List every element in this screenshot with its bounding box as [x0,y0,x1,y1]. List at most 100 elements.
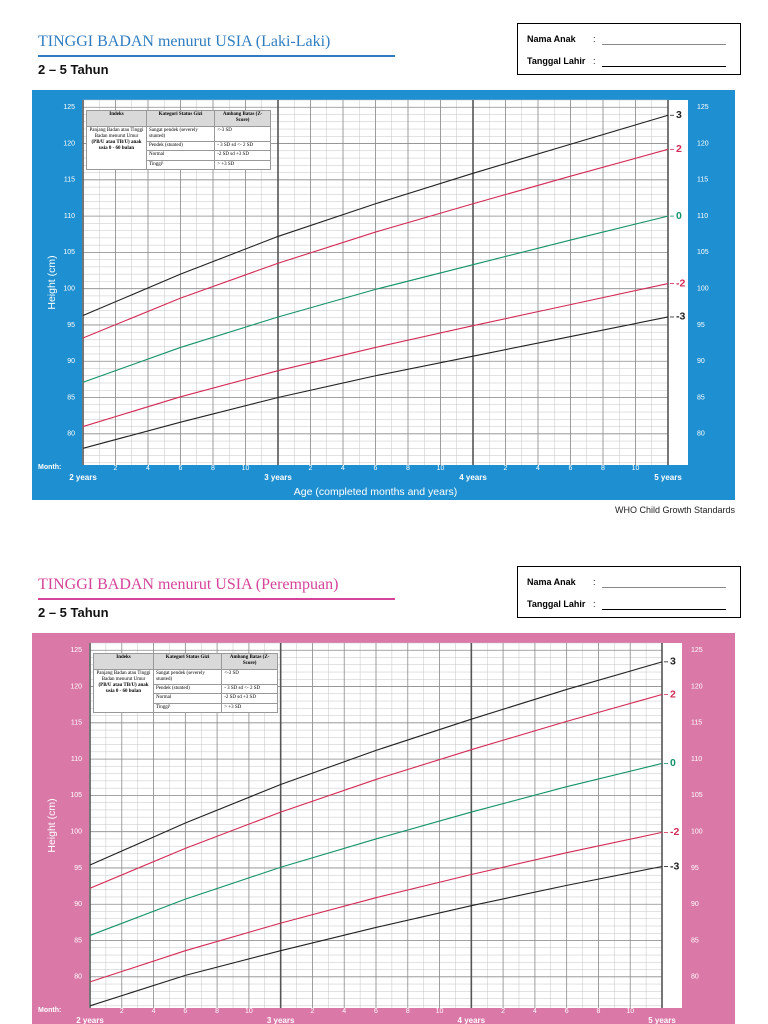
y-tick-label: 105 [63,249,75,256]
table-cell: Sangat pendek (severely stunted) [145,125,216,142]
table-cell: <-3 SD [214,125,271,142]
form-box: Nama Anak: Tanggal Lahir: [517,23,741,75]
y-tick-label: 110 [64,213,75,220]
table-cell: Tinggi¹ [145,159,216,170]
form-label: Nama Anak [527,34,576,44]
x-tick-label: 2 [310,1008,314,1015]
form-label: Tanggal Lahir [527,56,586,66]
x-tick-label: 2 [501,1008,505,1015]
y-tick-label: 80 [74,974,82,981]
year-tick-label: 2 years [76,1016,104,1024]
table-header-cell: Indeks [86,110,147,127]
curve-label: -3 [670,860,679,872]
table-cell: Normal [145,150,216,161]
x-tick-label: 10 [632,465,640,472]
table-header-row: Indeks Kategori Status Gizi Ambang Batas (… [86,110,271,127]
table-cell: Pendek (stunted) [152,683,223,695]
table-cell: Tinggi¹ [152,702,223,713]
y-tick-label: 95 [74,865,82,872]
table-row: Panjang Badan atau Tinggi Badan menurut … [93,668,278,713]
x-tick-label: 6 [179,465,183,472]
x-tick-label: 4 [342,1008,346,1015]
x-tick-label: 2 [504,465,508,472]
x-tick-label: 8 [406,1008,410,1015]
table-header-cell: Ambang Batas (Z-Score) [214,110,271,127]
year-tick-label: 3 years [267,1016,295,1024]
x-tick-label: 2 [114,465,118,472]
form-colon: : [593,577,596,587]
x-tick-label: 6 [183,1008,187,1015]
table-header-row: Indeks Kategori Status Gizi Ambang Batas (… [93,653,278,670]
x-tick-label: 6 [569,465,573,472]
x-tick-label: 10 [437,465,445,472]
table-cell: > +3 SD [221,702,278,713]
y-tick-label: 110 [71,756,82,763]
table-index-text: Panjang Badan atau Tinggi Badan menurut … [96,670,151,682]
y-tick-label: 120 [63,140,75,147]
month-label: Month: [38,464,61,471]
curve-label: 2 [670,688,676,700]
status-table: Indeks Kategori Status Gizi Ambang Batas (… [86,110,271,170]
y-tick-label: 90 [74,901,82,908]
table-index-text: (PB/U atau TB/U) anak usia 0 - 60 bulan [98,683,149,695]
x-tick-label: 8 [406,465,410,472]
table-cell: - 3 SD sd <- 2 SD [221,683,278,695]
z-score-curve [82,215,669,383]
y-tick-label: 125 [691,647,703,654]
x-tick-label: 10 [436,1008,444,1015]
y-tick-label: 90 [67,358,75,365]
x-tick-label: 10 [242,465,250,472]
y-tick-label: 110 [691,756,702,763]
table-header-cell: Kategori Status Gizi [152,653,223,670]
curve-label: 0 [676,210,682,222]
curve-label: 0 [670,757,676,769]
table-cell: -2 SD sd +3 SD [221,693,278,704]
form-colon: : [593,599,596,609]
table-header-cell: Kategori Status Gizi [145,110,216,127]
table-cell: - 3 SD sd <- 2 SD [214,140,271,152]
x-tick-label: 4 [341,465,345,472]
curve-label: 2 [676,143,682,155]
y-tick-label: 90 [697,358,705,365]
form-colon: : [593,34,596,44]
y-tick-label: 105 [691,792,703,799]
x-tick-label: 2 [309,465,313,472]
form-box: Nama Anak: Tanggal Lahir: [517,566,741,618]
y-tick-label: 120 [70,683,82,690]
table-cell: Sangat pendek (severely stunted) [152,668,223,685]
y-tick-label: 105 [697,249,709,256]
x-tick-label: 4 [146,465,150,472]
y-tick-label: 80 [67,431,75,438]
table-header-cell: Indeks [93,653,154,670]
y-tick-label: 115 [697,177,708,184]
y-tick-label: 85 [67,394,75,401]
table-index-cell: Panjang Badan atau Tinggi Badan menurut … [93,668,154,713]
z-score-curve [82,148,669,339]
z-score-curve [82,316,669,449]
x-tick-label: 8 [215,1008,219,1015]
y-tick-label: 125 [697,104,709,111]
form-label: Tanggal Lahir [527,599,586,609]
y-tick-label: 100 [691,829,703,836]
table-cell: <-3 SD [221,668,278,685]
curve-label: 3 [670,656,676,668]
table-row: Tinggi¹ > +3 SD [94,702,278,713]
curve-label: -2 [676,277,685,289]
x-tick-label: 4 [533,1008,537,1015]
y-tick-label: 115 [691,720,702,727]
y-tick-label: 85 [74,937,82,944]
curve-label: 3 [676,109,682,121]
y-tick-label: 115 [64,177,75,184]
z-score-curve [82,114,669,317]
x-tick-label: 4 [536,465,540,472]
year-tick-label: 2 years [69,473,97,482]
x-tick-label: 8 [601,465,605,472]
y-tick-label: 115 [71,720,82,727]
y-tick-label: 80 [697,431,705,438]
x-tick-label: 10 [245,1008,253,1015]
form-line [602,66,726,67]
y-tick-label: 80 [691,974,699,981]
z-score-curve [82,283,669,428]
